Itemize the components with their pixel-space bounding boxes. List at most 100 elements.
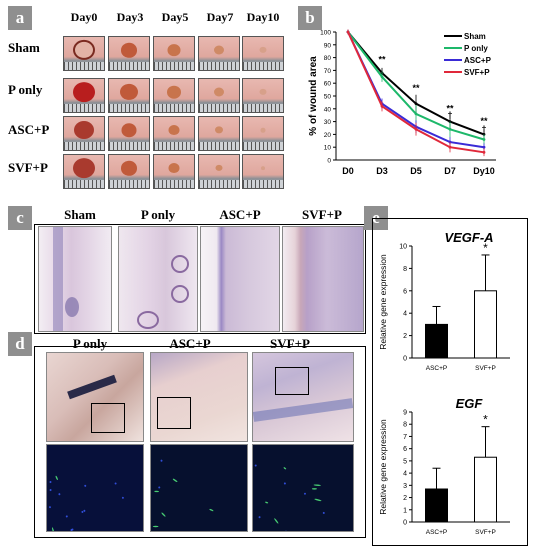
histology-asc-p [200, 226, 280, 332]
data-point [482, 145, 486, 149]
blue-nucleus [322, 511, 325, 514]
green-fluorescent-cell [154, 490, 159, 493]
data-point [414, 112, 418, 116]
bar [425, 323, 448, 359]
ruler-strip [154, 180, 194, 188]
blue-nucleus [81, 510, 84, 513]
panel-e-frame [372, 218, 528, 546]
green-fluorescent-cell [52, 527, 55, 531]
ruler-strip [109, 62, 149, 70]
row-label-sham: Sham [8, 40, 40, 55]
y-tick-label: 2 [403, 333, 407, 340]
blue-nucleus [83, 509, 86, 512]
ruler-strip [243, 142, 283, 150]
panel-d-frame [34, 346, 366, 538]
panel-c-title-sham: Sham [64, 207, 96, 222]
data-point [380, 75, 384, 79]
ruler-strip [154, 142, 194, 150]
histology-sham [38, 226, 112, 332]
blue-nucleus [71, 528, 74, 531]
ruler-strip [199, 142, 239, 150]
blue-nucleus [114, 482, 117, 485]
significance-marker: † [447, 110, 452, 120]
significance-marker: ** [446, 103, 454, 113]
ruler-strip [109, 180, 149, 188]
ruler-strip [243, 180, 283, 188]
wound-photo-tile [108, 36, 150, 71]
egf-bar-chart: EGF 0 1 2 3 4 5 6 7 8 9 Relative gene expression ASC… [378, 396, 510, 536]
x-tick-label: SVF+P [475, 529, 496, 536]
legend-label: Sham [464, 32, 486, 41]
x-tick-label: ASC+P [426, 529, 448, 536]
y-tick-label: 100 [320, 30, 331, 37]
wound-spot [214, 87, 224, 97]
wound-photo-tile [198, 154, 240, 189]
panel-d-title-svf-p: SVF+P [270, 336, 310, 351]
wound-photo-tile [153, 116, 195, 151]
green-fluorescent-cell [313, 484, 321, 486]
wound-photo-tile [153, 78, 195, 113]
ruler-strip [64, 142, 104, 150]
ruler-strip [243, 62, 283, 70]
y-tick-label: 4 [403, 311, 407, 318]
data-point [414, 127, 418, 131]
ruler-strip [243, 104, 283, 112]
ruler-strip [199, 62, 239, 70]
y-tick-label: 0 [327, 158, 331, 165]
wound-photo-tile [63, 116, 105, 151]
data-point [448, 127, 452, 131]
blue-nucleus [303, 492, 306, 495]
significance-marker: ** [480, 116, 488, 126]
col-label-day3: Day3 [116, 10, 144, 24]
y-tick-label: 70 [324, 68, 332, 75]
green-fluorescent-cell [152, 525, 159, 528]
y-axis-label: Relative gene expression [378, 419, 388, 515]
blue-nucleus [65, 515, 68, 518]
significance-marker: † [481, 124, 486, 134]
y-tick-label: 6 [403, 288, 407, 295]
ruler-strip [64, 104, 104, 112]
blue-nucleus [158, 486, 161, 489]
histology-d-asc-p [150, 352, 248, 442]
blue-nucleus [285, 530, 288, 531]
ruler-strip [154, 104, 194, 112]
wound-spot [121, 160, 137, 176]
wound-spot [259, 89, 267, 96]
col-label-day0: Day0 [70, 10, 98, 24]
wound-photo-tile [153, 36, 195, 71]
wound-spot [167, 85, 181, 99]
y-tick-label: 8 [403, 422, 407, 429]
y-tick-label: 4 [403, 471, 407, 478]
bar [425, 488, 448, 523]
data-point [380, 104, 384, 108]
y-tick-label: 0 [403, 520, 407, 527]
wound-photo-tile [242, 116, 284, 151]
data-point [482, 133, 486, 136]
y-tick-label: 6 [403, 446, 407, 453]
y-tick-label: 8 [403, 266, 407, 273]
blue-nucleus [283, 482, 286, 485]
panel-d-label: d [8, 332, 32, 356]
x-tick-label: Dy10 [473, 166, 495, 176]
histology-svf-p [282, 226, 364, 332]
panel-d-title-asc-p: ASC+P [169, 336, 211, 351]
panel-c-label: c [8, 206, 32, 230]
green-fluorescent-cell [265, 501, 269, 504]
wound-spot [261, 166, 265, 170]
ruler-strip [109, 142, 149, 150]
histology-d-p-only [46, 352, 144, 442]
wound-spot [73, 40, 95, 61]
vegf-a-bar-chart: VEGF-A 0 2 4 6 8 10 Relative gene expression ASC… [378, 230, 510, 372]
wound-spot [73, 158, 95, 179]
x-tick-label: D5 [410, 166, 422, 176]
y-tick-label: 60 [324, 81, 332, 88]
legend-label: SVF+P [464, 68, 490, 77]
y-tick-label: 50 [324, 94, 332, 101]
significance-marker: * [483, 241, 488, 255]
panel-b-label: b [298, 6, 322, 30]
green-fluorescent-cell [209, 508, 214, 512]
significance-marker: ** [378, 55, 386, 65]
col-label-day7: Day7 [206, 10, 234, 24]
y-tick-label: 90 [324, 42, 332, 49]
blue-nucleus [58, 493, 61, 496]
